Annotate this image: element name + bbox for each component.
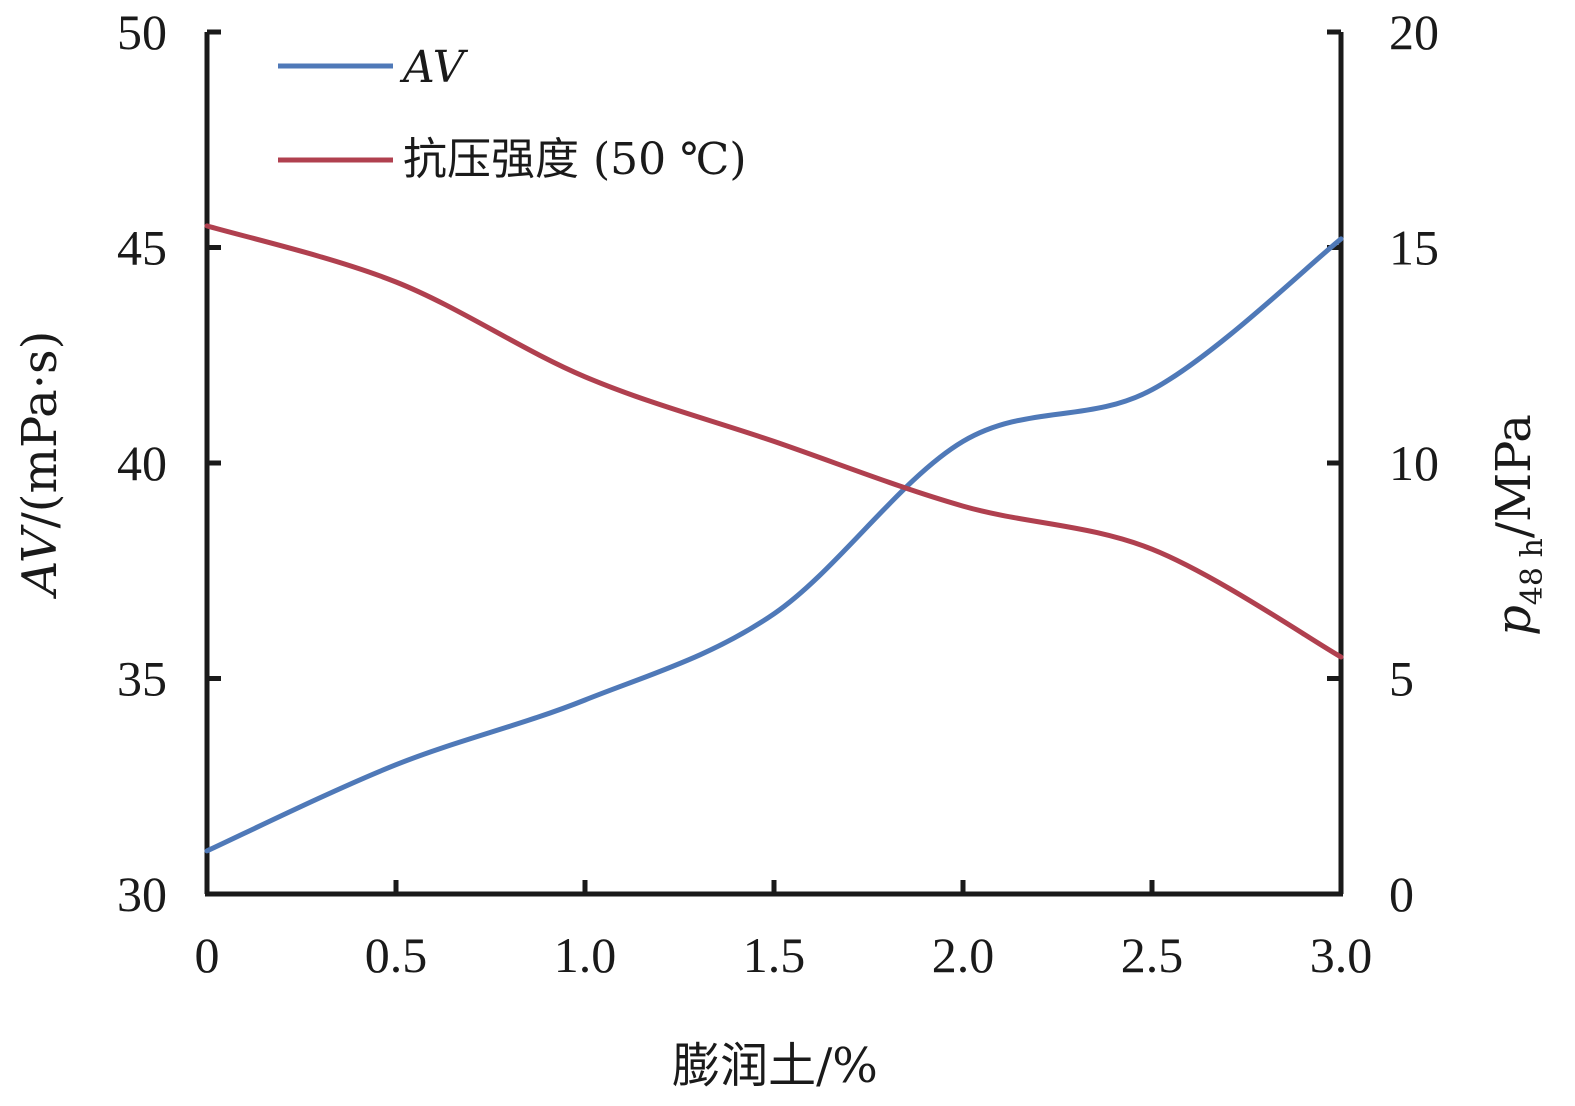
x-axis-label: 膨润土/%	[672, 1038, 878, 1094]
legend-label-strength: 抗压强度 (50 ℃)	[403, 134, 747, 185]
y-left-tick-label: 35	[117, 651, 167, 707]
y-left-axis-label-italic: AV	[12, 524, 68, 599]
y-left-tick-label: 50	[117, 4, 167, 60]
x-tick-label: 0.5	[365, 927, 428, 983]
y-right-axis-label-base: p	[1486, 605, 1542, 636]
av-series-line	[204, 236, 1344, 854]
y-left-tick-label: 30	[117, 866, 167, 922]
x-axis-ticks: 0 0.5 1.0 1.5 2.0 2.5 3.0	[195, 880, 1373, 983]
y-right-tick-label: 0	[1389, 866, 1414, 922]
y-right-tick-label: 15	[1389, 220, 1439, 276]
y-right-axis-ticks: 0 5 10 15 20	[1327, 4, 1439, 922]
y-left-axis-ticks: 30 35 40 45 50	[117, 4, 221, 922]
y-left-axis-label: AV/(mPa·s)	[12, 331, 68, 600]
y-right-tick-label: 20	[1389, 4, 1439, 60]
y-right-axis-label: p48 h/MPa	[1486, 414, 1550, 636]
x-tick-label: 1.5	[743, 927, 806, 983]
legend-label-av: AV	[399, 42, 469, 93]
x-tick-label: 2.0	[932, 927, 995, 983]
y-right-axis-label-sub: 48 h	[1515, 538, 1550, 605]
y-left-tick-label: 45	[117, 220, 167, 276]
x-tick-label: 0	[195, 927, 220, 983]
x-tick-label: 1.0	[554, 927, 617, 983]
y-right-tick-label: 5	[1389, 651, 1414, 707]
y-left-axis-label-rest: /(mPa·s)	[12, 331, 68, 529]
y-right-tick-label: 10	[1389, 435, 1439, 491]
legend: AV 抗压强度 (50 ℃)	[278, 42, 747, 185]
y-left-tick-label: 40	[117, 435, 167, 491]
series-layer	[204, 223, 1344, 854]
x-tick-label: 3.0	[1310, 927, 1373, 983]
y-right-axis-label-rest: /MPa	[1486, 414, 1542, 538]
x-tick-label: 2.5	[1121, 927, 1184, 983]
